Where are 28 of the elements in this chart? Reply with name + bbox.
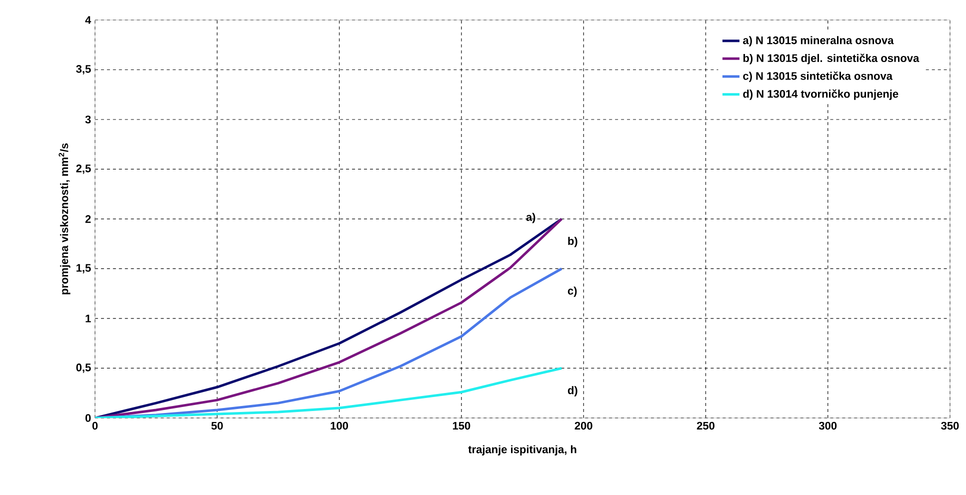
annotation: d): [568, 386, 578, 396]
y-tick-label: 3: [85, 116, 91, 124]
y-tick-label: 3,5: [76, 65, 91, 74]
y-tick-label: 4: [85, 16, 92, 24]
line-series: [95, 366, 563, 418]
x-tick-label: 150: [452, 422, 470, 430]
x-tick-label: 350: [941, 422, 959, 430]
x-tick-label: 0: [92, 422, 98, 430]
y-tick-label: 1,5: [76, 264, 91, 274]
x-tick-label: 100: [330, 422, 348, 430]
y-tick-label: 1: [86, 314, 91, 322]
x-tick-label: 300: [818, 422, 837, 430]
legend-label: a) N 13015 mineralna osnova: [743, 36, 894, 46]
x-tick-label: 50: [211, 422, 223, 430]
x-tick-label: 200: [574, 422, 592, 430]
y-tick-label: 0,5: [76, 364, 91, 373]
annotation: a): [526, 212, 536, 224]
legend-label: b) N 13015 djel. sintetička osnova: [743, 54, 920, 64]
y-tick-label: 2: [85, 215, 91, 223]
y-axis-title: promjena viskoznosti, mm$^{2}$/s: [58, 143, 70, 294]
annotation: c): [568, 286, 577, 297]
x-tick-label: 250: [696, 422, 714, 430]
legend-label: d) N 13014 tvorničko punjenje: [743, 89, 898, 100]
annotation: b): [568, 236, 578, 248]
legend-label: c) N 13015 sintetička osnova: [743, 72, 893, 82]
x-axis-title: trajanje ispitivanja, h: [468, 445, 576, 456]
y-tick-label: 0: [85, 414, 91, 422]
y-tick-label: 2,5: [76, 164, 91, 174]
